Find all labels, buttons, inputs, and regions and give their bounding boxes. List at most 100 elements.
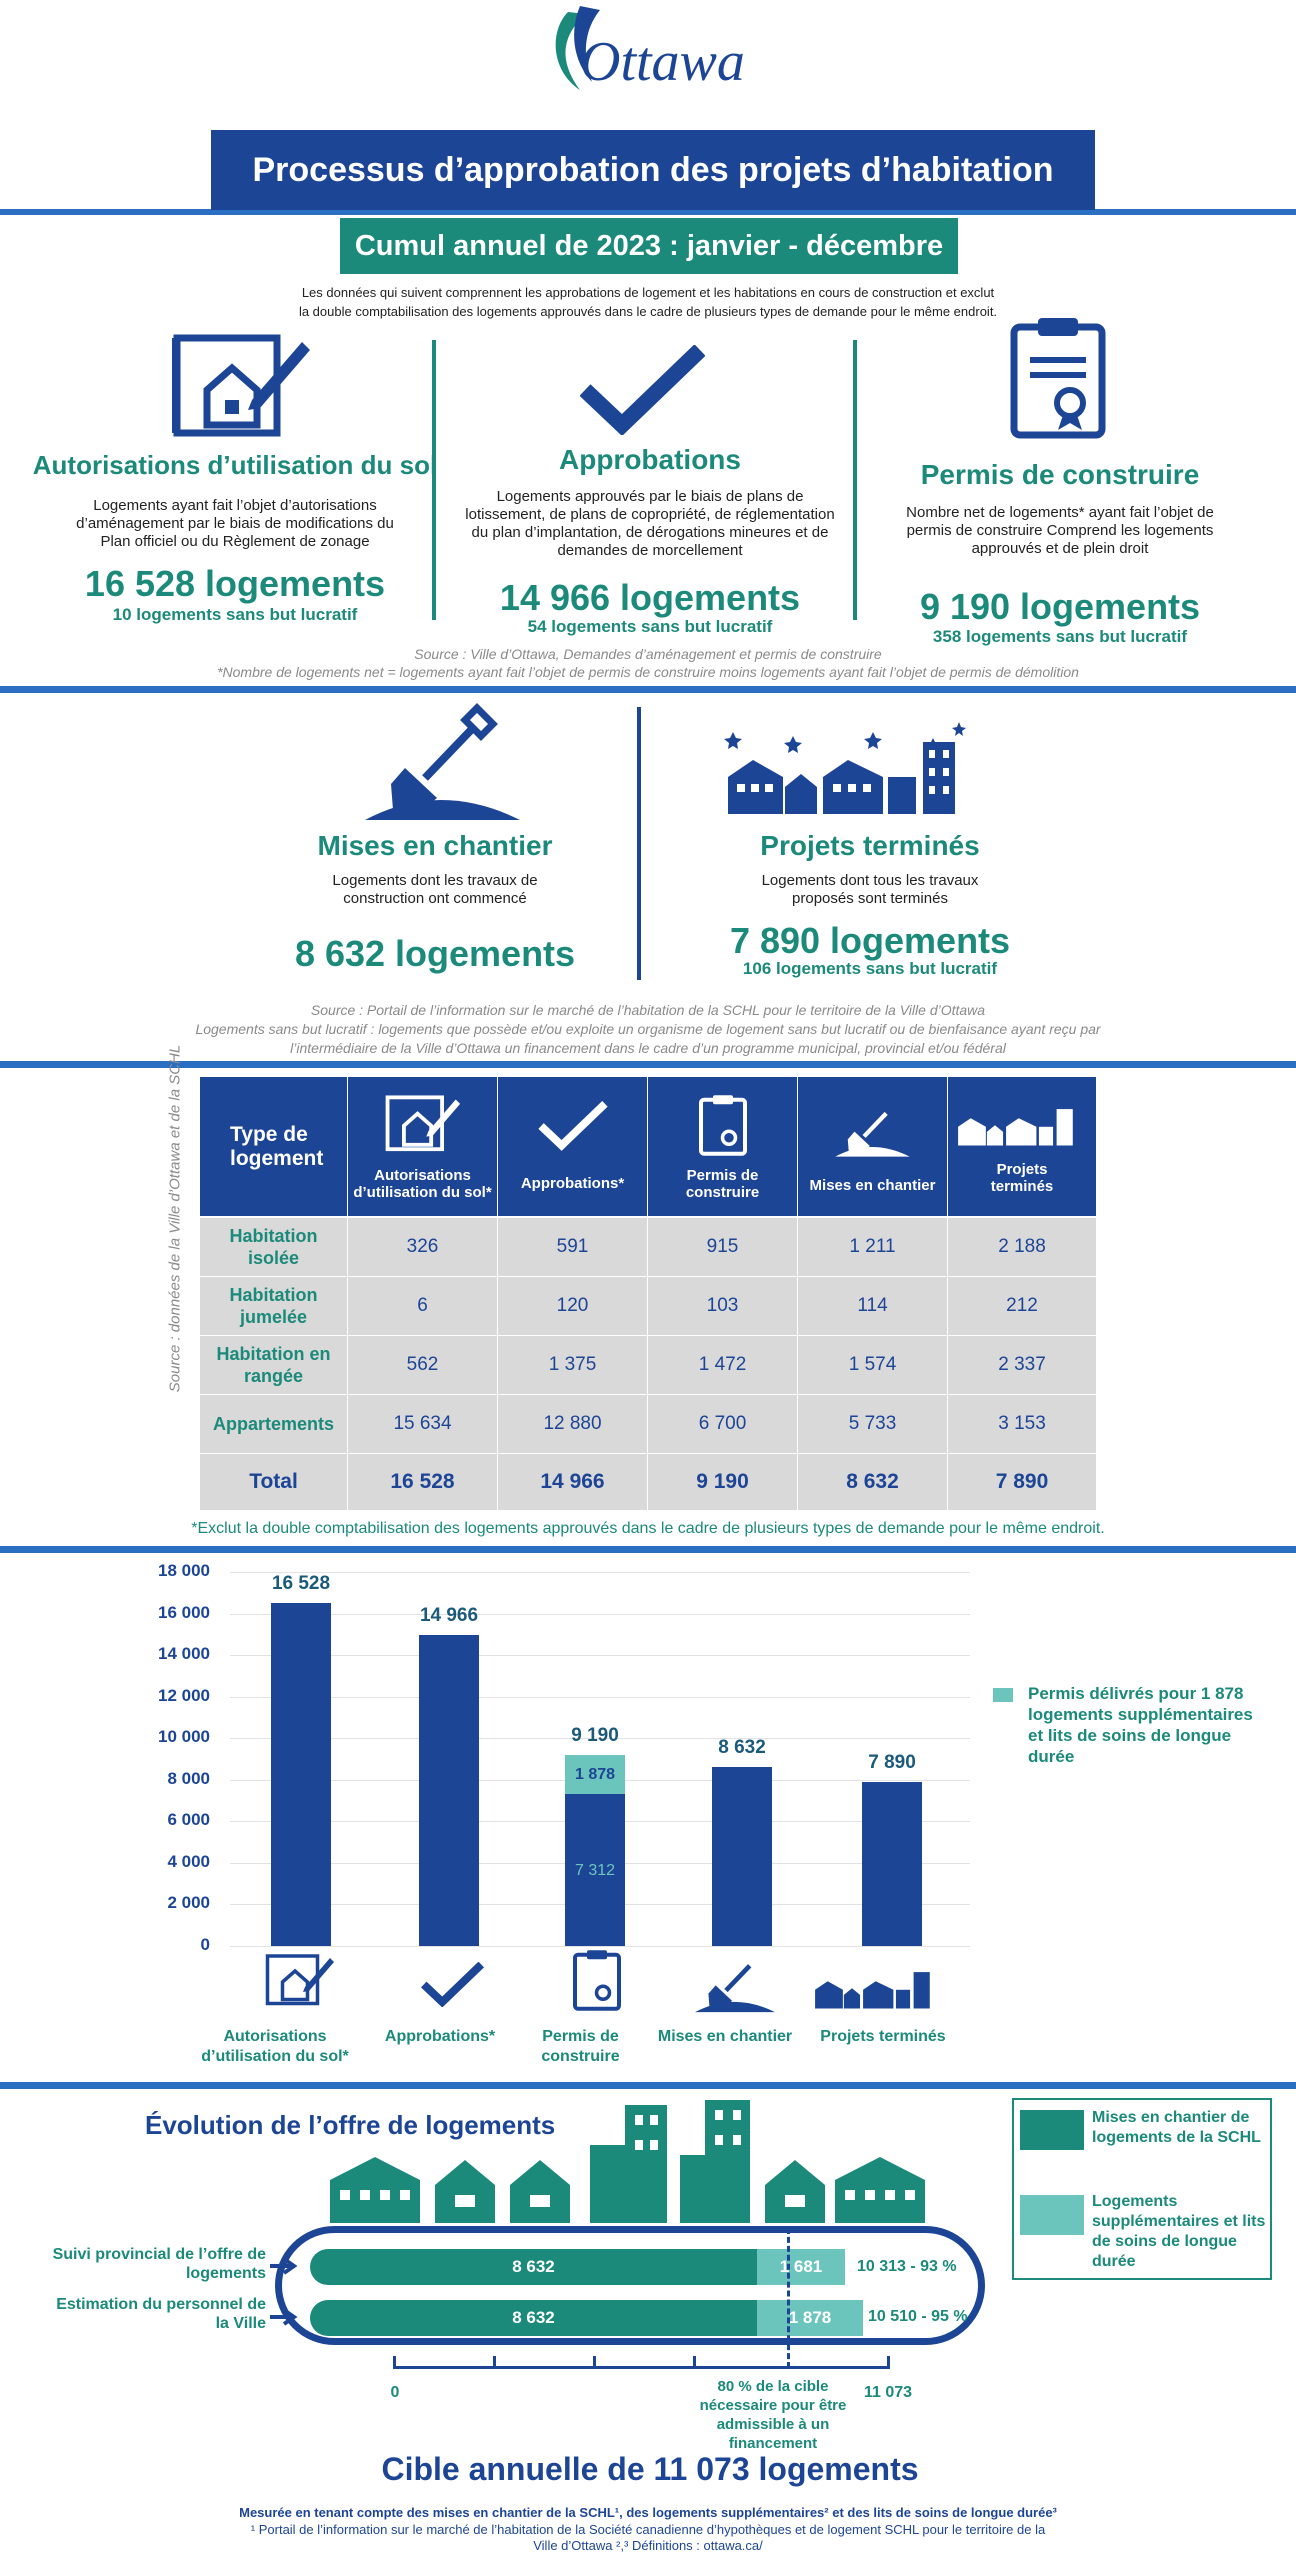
- row2-result: 10 510 - 95 %: [868, 2308, 968, 2325]
- source-note: l’intermédiaire de la Ville d’Ottawa un …: [290, 1040, 1006, 1056]
- ottawa-logo[interactable]: Ottawa: [540, 0, 780, 105]
- table-cell: 3 153: [948, 1395, 1096, 1453]
- gridline: [230, 1655, 970, 1657]
- row2-extra-bar: 1 878: [757, 2300, 863, 2336]
- landuse-nonprofit: 10 logements sans but lucratif: [112, 605, 358, 624]
- table-cell: 1 574: [798, 1336, 947, 1394]
- table-cell: 5 733: [798, 1395, 947, 1453]
- target-title: Cible annuelle de 11 073 logements: [381, 2451, 919, 2487]
- buildings-icon: [957, 1108, 1073, 1145]
- y-tick-label: 16 000: [158, 1602, 210, 1622]
- axis-tick: [693, 2356, 696, 2369]
- permits-desc: Nombre net de logements* ayant fait l’ob…: [906, 504, 1214, 557]
- row1-result: 10 313 - 93 %: [857, 2258, 957, 2275]
- permit-clipboard-icon: [1008, 315, 1108, 445]
- table-cell: 114: [798, 1277, 947, 1335]
- table-cell: 2 337: [948, 1336, 1096, 1394]
- table-cell: 12 880: [498, 1395, 647, 1453]
- y-tick-label: 4 000: [167, 1851, 210, 1871]
- bar: [271, 1602, 331, 1946]
- logo-text: Ottawa: [580, 31, 745, 93]
- table-row-label: Habitation jumelée: [200, 1277, 347, 1335]
- bar: [862, 1782, 922, 1946]
- permit-clipboard-icon: [698, 1094, 747, 1156]
- y-tick-label: 2 000: [167, 1893, 210, 1913]
- y-tick-label: 14 000: [158, 1644, 210, 1664]
- table-cell: 8 632: [798, 1454, 947, 1510]
- bar-value-label: 9 190: [571, 1725, 619, 1747]
- table-header: Approbations*: [498, 1077, 647, 1216]
- landuse-desc: Logements ayant fait l’objet d’autorisat…: [76, 497, 394, 550]
- bar-permits-base: [565, 1794, 625, 1946]
- table-cell: 915: [648, 1218, 797, 1276]
- approvals-total: 14 966 logements: [499, 577, 801, 618]
- divider: [0, 1061, 1296, 1068]
- x-label: Approbations*: [384, 2028, 496, 2045]
- starts-desc: Logements dont les travaux de constructi…: [332, 872, 538, 907]
- landuse-icon: [385, 1094, 460, 1151]
- intro-line-1: Les données qui suivent comprennent les …: [301, 285, 995, 300]
- chart-legend-swatch: [993, 1688, 1013, 1702]
- table-cell: 212: [948, 1277, 1096, 1335]
- table-header: Projets terminés: [948, 1077, 1096, 1216]
- table-cell: 16 528: [348, 1454, 497, 1510]
- table-cell: 591: [498, 1218, 647, 1276]
- table-cell: 15 634: [348, 1395, 497, 1453]
- source-note: Source : Ville d’Ottawa, Demandes d’amén…: [414, 646, 882, 662]
- starts-title: Mises en chantier: [317, 830, 553, 861]
- table-row-label: Habitation en rangée: [200, 1336, 347, 1394]
- period-badge: Cumul annuel de 2023 : janvier - décembr…: [340, 218, 958, 274]
- table-cell: 9 190: [648, 1454, 797, 1510]
- x-label: Permis de construire: [541, 2028, 620, 2065]
- table-header: Type de logement: [200, 1077, 347, 1216]
- source-note: *Nombre de logements net = logements aya…: [217, 664, 1079, 680]
- table-cell: 6: [348, 1277, 497, 1335]
- table-cell: 14 966: [498, 1454, 647, 1510]
- table-header: Mises en chantier: [798, 1077, 947, 1216]
- buildings-icon: [812, 1962, 947, 2015]
- axis-tick: [593, 2356, 596, 2369]
- row1-arrow-icon: [270, 2256, 300, 2281]
- table-row-label: Total: [200, 1454, 347, 1510]
- permit-clipboard-icon: [572, 1948, 622, 2017]
- table-cell: 7 890: [948, 1454, 1096, 1510]
- approvals-title: Approbations: [559, 444, 741, 475]
- row2-starts-bar: 8 632: [310, 2300, 757, 2336]
- x-label: Mises en chantier: [657, 2028, 793, 2045]
- chart-legend: Permis délivrés pour 1 878 logements sup…: [1028, 1684, 1253, 1766]
- divider: [432, 340, 436, 620]
- table-cell: 562: [348, 1336, 497, 1394]
- bar: [419, 1635, 479, 1946]
- bar-value-label: 8 632: [718, 1736, 766, 1758]
- gridline: [230, 1613, 970, 1615]
- axis-tick: [887, 2356, 890, 2369]
- bar-permits-extra: [565, 1755, 625, 1795]
- legend-swatch-starts: [1020, 2110, 1084, 2150]
- legend-extra: Logements supplémentaires et lits de soi…: [1092, 2193, 1266, 2270]
- gridline: [230, 1572, 970, 1573]
- divider: [853, 340, 857, 620]
- bar-value-label: 14 966: [419, 1605, 479, 1627]
- starts-total: 8 632 logements: [294, 933, 576, 974]
- axis-zero: 0: [390, 2384, 400, 2401]
- table-side-source: Source : données de la Ville d’Ottawa et…: [166, 1044, 184, 1393]
- axis-tick: [393, 2356, 396, 2369]
- shovel-icon: [695, 1950, 775, 2020]
- bar-inner-label: 1 878: [574, 1765, 616, 1783]
- footer-line-2: ¹ Portail de l’information sur le marché…: [250, 2522, 1046, 2537]
- permits-title: Permis de construire: [920, 459, 1200, 490]
- approvals-nonprofit: 54 logements sans but lucratif: [527, 617, 773, 636]
- y-tick-label: 0: [200, 1935, 210, 1954]
- landuse-title: Autorisations d’utilisation du sol: [32, 450, 438, 480]
- bar-value-label: 7 890: [868, 1752, 916, 1774]
- gridline: [230, 1946, 970, 1947]
- y-tick-label: 6 000: [167, 1810, 210, 1830]
- landuse-total: 16 528 logements: [84, 563, 386, 604]
- table-cell: 120: [498, 1277, 647, 1335]
- completed-title: Projets terminés: [760, 830, 980, 861]
- table-cell: 6 700: [648, 1395, 797, 1453]
- landuse-icon: [171, 330, 312, 445]
- x-label: Autorisations d’utilisation du sol*: [201, 2028, 349, 2065]
- threshold-line: [787, 2228, 790, 2368]
- source-note: Source : Portail de l’information sur le…: [310, 1002, 986, 1018]
